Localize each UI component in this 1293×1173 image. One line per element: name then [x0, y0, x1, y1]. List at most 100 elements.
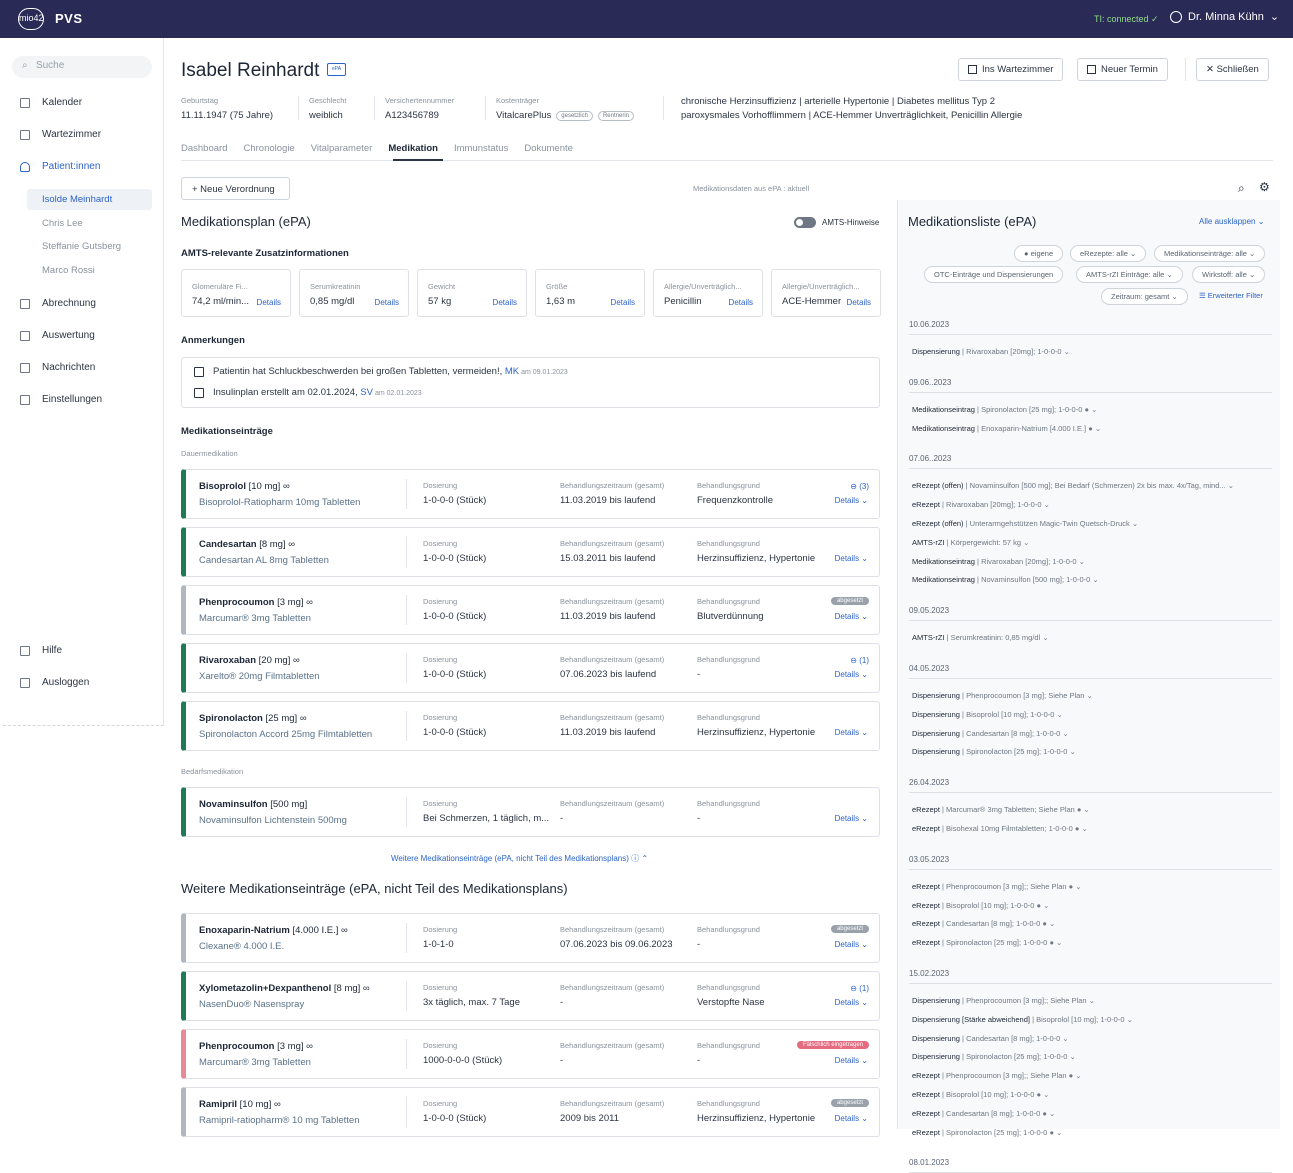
medication-card[interactable]: Rivaroxaban [20 mg] ∞ Xarelto® 20mg Filmt… — [181, 643, 880, 693]
entry-detail: | Bisoprolol [10 mg]; 1-0-0-0 ⌄ — [959, 709, 1063, 719]
patient-link[interactable]: Isolde Meinhardt — [27, 189, 152, 210]
list-entry[interactable]: Medikationseintrag | Rivaroxaban [20mg];… — [912, 557, 1085, 566]
more-entries-link[interactable]: Weitere Medikationseinträge (ePA, nicht … — [391, 854, 649, 863]
gear-icon[interactable]: ⚙ — [1259, 180, 1270, 194]
close-button[interactable]: ✕ Schließen — [1196, 58, 1269, 81]
list-entry[interactable]: Medikationseintrag | Novaminsulfon [500 … — [912, 575, 1099, 584]
sidebar-item-auswertung[interactable]: Auswertung — [20, 330, 95, 341]
details-toggle[interactable]: Details ⌄ — [834, 814, 868, 823]
details-toggle[interactable]: Details ⌄ — [834, 1114, 868, 1123]
details-link[interactable]: Details — [846, 298, 871, 307]
tab-dashboard[interactable]: Dashboard — [181, 143, 228, 154]
sidebar-item-hilfe[interactable]: Hilfe — [20, 645, 62, 656]
sidebar-item-kalender[interactable]: Kalender — [20, 97, 82, 108]
list-entry[interactable]: Dispensierung | Candesartan [8 mg]; 1-0-… — [912, 729, 1069, 738]
medication-card[interactable]: Phenprocoumon [3 mg] ∞ Marcumar® 3mg Tabl… — [181, 1029, 880, 1079]
filter-pill[interactable]: Wirkstoff: alle ⌄ — [1192, 266, 1266, 283]
list-entry[interactable]: eRezept | Rivaroxaban [20mg]; 1-0-0-0 ⌄ — [912, 500, 1050, 509]
medication-card[interactable]: Ramipril [10 mg] ∞ Ramipril-ratiopharm® 1… — [181, 1087, 880, 1137]
nav-icon — [20, 645, 30, 656]
list-entry[interactable]: Dispensierung [Stärke abweichend] | Biso… — [912, 1015, 1133, 1024]
details-toggle[interactable]: Details ⌄ — [834, 670, 868, 679]
list-entry[interactable]: eRezept (offen) | Unterarmgehstützen Mag… — [912, 519, 1138, 528]
medication-card[interactable]: Novaminsulfon [500 mg] Novaminsulfon Lich… — [181, 787, 880, 837]
medication-card[interactable]: Enoxaparin-Natrium [4.000 I.E.] ∞ Clexane… — [181, 913, 880, 963]
expand-all-link[interactable]: Alle ausklappen ⌄ — [1199, 217, 1265, 226]
filter-pill[interactable]: Zeitraum: gesamt ⌄ — [1101, 288, 1188, 305]
medication-card[interactable]: Xylometazolin+Dexpanthenol [8 mg] ∞ Nasen… — [181, 971, 880, 1021]
filter-pill[interactable]: Medikationseinträge: alle ⌄ — [1154, 245, 1266, 262]
list-entry[interactable]: eRezept | Candesartan [8 mg]; 1-0-0-0 ● … — [912, 919, 1055, 928]
sidebar-item-abrechnung[interactable]: Abrechnung — [20, 298, 96, 309]
link-count[interactable]: ⊖ (3) — [850, 482, 869, 491]
list-entry[interactable]: AMTS-rZI | Serumkreatinin: 0,85 mg/dl ⌄ — [912, 633, 1049, 642]
link-count[interactable]: ⊖ (1) — [850, 656, 869, 665]
details-toggle[interactable]: Details ⌄ — [834, 1056, 868, 1065]
filter-pill[interactable]: AMTS-rZI Einträge: alle ⌄ — [1076, 266, 1183, 283]
sidebar-item-patientinnen[interactable]: Patient:innen — [20, 161, 100, 172]
entry-detail: | Phenprocoumon [3 mg];; Siehe Plan ● ⌄ — [939, 1071, 1082, 1081]
list-entry[interactable]: eRezept | Bisohexal 10mg Filmtabletten; … — [912, 824, 1088, 833]
search-icon[interactable]: ⌕ — [1238, 181, 1245, 195]
sidebar-item-nachrichten[interactable]: Nachrichten — [20, 362, 95, 373]
patient-link[interactable]: Steffanie Gutsberg — [42, 241, 122, 253]
filter-pill[interactable]: OTC-Einträge und Dispensierungen — [924, 266, 1064, 283]
list-entry[interactable]: Dispensierung | Candesartan [8 mg]; 1-0-… — [912, 1034, 1069, 1043]
sidebar-item-ausloggen[interactable]: Ausloggen — [20, 677, 89, 688]
amts-toggle[interactable] — [794, 217, 816, 228]
tab-chronologie[interactable]: Chronologie — [243, 143, 295, 154]
tab-vitalparameter[interactable]: Vitalparameter — [310, 143, 373, 154]
filter-pill[interactable]: ☰ Erweiterter Filter — [1199, 291, 1263, 300]
details-toggle[interactable]: Details ⌄ — [834, 728, 868, 737]
list-entry[interactable]: Medikationseintrag | Enoxaparin-Natrium … — [912, 424, 1101, 433]
details-toggle[interactable]: Details ⌄ — [834, 612, 868, 621]
list-entry[interactable]: eRezept | Phenprocoumon [3 mg];; Siehe P… — [912, 1071, 1082, 1080]
link-count[interactable]: ⊖ (1) — [850, 984, 869, 993]
details-toggle[interactable]: Details ⌄ — [834, 940, 868, 949]
list-entry[interactable]: Dispensierung | Spironolacton [25 mg]; 1… — [912, 747, 1076, 756]
list-entry[interactable]: Dispensierung | Bisoprolol [10 mg]; 1-0-… — [912, 710, 1063, 719]
sidebar-item-wartezimmer[interactable]: Wartezimmer — [20, 129, 101, 140]
list-entry[interactable]: AMTS-rZI | Körpergewicht: 57 kg ⌄ — [912, 538, 1029, 547]
details-link[interactable]: Details — [728, 298, 753, 307]
filter-pill[interactable]: eRezepte: alle ⌄ — [1070, 245, 1147, 262]
list-entry[interactable]: eRezept | Spironolacton [25 mg]; 1-0-0-0… — [912, 938, 1062, 947]
details-link[interactable]: Details — [492, 298, 517, 307]
note-author[interactable]: SV — [360, 387, 374, 398]
wartezimmer-button[interactable]: Ins Wartezimmer — [958, 58, 1064, 81]
patient-link[interactable]: Marco Rossi — [42, 265, 95, 277]
sidebar-item-einstellungen[interactable]: Einstellungen — [20, 394, 102, 405]
details-link[interactable]: Details — [610, 298, 635, 307]
list-entry[interactable]: Dispensierung | Rivaroxaban [20mg]; 1-0-… — [912, 347, 1070, 356]
list-entry[interactable]: Dispensierung | Phenprocoumon [3 mg]; Si… — [912, 691, 1093, 700]
medication-card[interactable]: Spironolacton [25 mg] ∞ Spironolacton Acc… — [181, 701, 880, 751]
list-entry[interactable]: Dispensierung | Phenprocoumon [3 mg];; S… — [912, 996, 1095, 1005]
details-link[interactable]: Details — [374, 298, 399, 307]
list-entry[interactable]: eRezept | Bisoprolol [10 mg]; 1-0-0-0 ● … — [912, 901, 1049, 910]
details-toggle[interactable]: Details ⌄ — [834, 554, 868, 563]
list-entry[interactable]: eRezept | Phenprocoumon [3 mg];; Siehe P… — [912, 882, 1082, 891]
details-link[interactable]: Details — [256, 298, 281, 307]
list-entry[interactable]: Medikationseintrag | Spironolacton [25 m… — [912, 405, 1097, 414]
list-entry[interactable]: Dispensierung | Spironolacton [25 mg]; 1… — [912, 1052, 1076, 1061]
patient-link[interactable]: Chris Lee — [42, 217, 83, 229]
tab-dokumente[interactable]: Dokumente — [524, 143, 573, 154]
epa-icon[interactable]: ePA — [327, 63, 346, 76]
new-prescription-button[interactable]: + Neue Verordnung — [181, 177, 290, 200]
search-input[interactable]: ⌕ Suche — [12, 56, 152, 78]
new-appointment-button[interactable]: Neuer Termin — [1077, 58, 1168, 81]
tab-medikation[interactable]: Medikation — [388, 143, 438, 154]
filter-pill[interactable]: ● eigene — [1014, 245, 1064, 262]
medication-card[interactable]: Candesartan [8 mg] ∞ Candesartan AL 8mg T… — [181, 527, 880, 577]
user-menu[interactable]: Dr. Minna Kühn ⌄ — [1170, 10, 1279, 23]
list-entry[interactable]: eRezept | Marcumar® 3mg Tabletten; Siehe… — [912, 805, 1090, 814]
medication-card[interactable]: Phenprocoumon [3 mg] ∞ Marcumar® 3mg Tabl… — [181, 585, 880, 635]
list-entry[interactable]: eRezept (offen) | Novaminsulfon [500 mg]… — [912, 481, 1234, 490]
note-author[interactable]: MK — [504, 366, 520, 377]
details-toggle[interactable]: Details ⌄ — [834, 998, 868, 1007]
list-entry[interactable]: eRezept | Bisoprolol [10 mg]; 1-0-0-0 ● … — [912, 1090, 1049, 1099]
list-entry[interactable]: eRezept | Candesartan [8 mg]; 1-0-0-0 ● … — [912, 1109, 1055, 1118]
details-toggle[interactable]: Details ⌄ — [834, 496, 868, 505]
tab-immunstatus[interactable]: Immunstatus — [453, 143, 509, 154]
medication-card[interactable]: Bisoprolol [10 mg] ∞ Bisoprolol-Ratiophar… — [181, 469, 880, 519]
